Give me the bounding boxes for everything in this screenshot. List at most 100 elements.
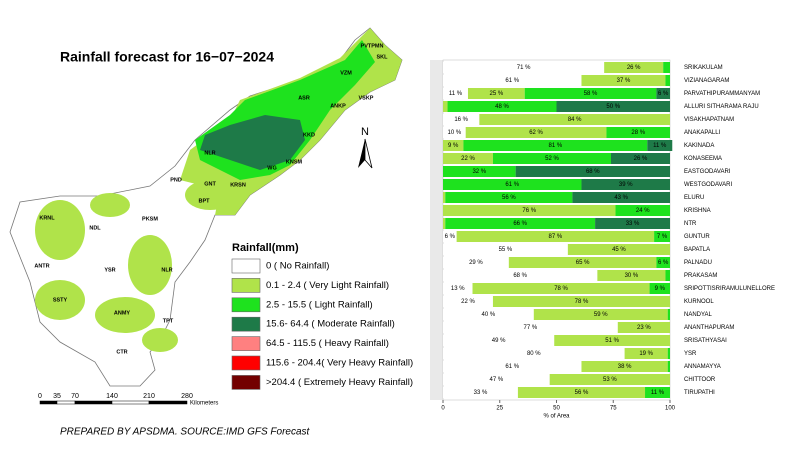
map-label: GNT xyxy=(204,181,216,187)
bar-segment xyxy=(443,309,534,320)
value-label: 71 % xyxy=(517,65,531,71)
value-label: 19 % xyxy=(639,351,653,357)
x-tick-label: 75 xyxy=(610,406,617,412)
category-label: GUNTUR xyxy=(684,234,710,240)
bar-segment xyxy=(445,218,596,229)
value-label: 26 % xyxy=(634,156,648,162)
value-label: 55 % xyxy=(499,247,513,253)
category-label: KAKINADA xyxy=(684,143,714,149)
bar-segment xyxy=(667,309,670,320)
bar-segment xyxy=(595,218,670,229)
value-label: 29 % xyxy=(469,260,483,266)
category-label: ANAKAPALLI xyxy=(684,130,721,136)
value-label: 47 % xyxy=(490,377,504,383)
x-axis-label: % of Area xyxy=(543,414,570,420)
x-tick-label: 25 xyxy=(496,406,503,412)
bar-segment xyxy=(443,205,616,216)
bar-segment xyxy=(443,283,473,294)
scale-label: 0 xyxy=(38,393,42,400)
value-label: 6 % xyxy=(658,260,669,266)
value-label: 11 % xyxy=(449,91,463,97)
value-label: 39 % xyxy=(619,182,633,188)
value-label: 61 % xyxy=(505,78,519,84)
category-label: ANNAMAYYA xyxy=(684,364,721,370)
bar-segment xyxy=(443,179,582,190)
rain-moderate xyxy=(200,115,305,170)
bar-segment xyxy=(443,192,446,203)
x-tick-label: 0 xyxy=(441,406,445,412)
value-label: 51 % xyxy=(605,338,619,344)
map-label: ANKP xyxy=(330,103,346,109)
bar-segment xyxy=(647,140,673,151)
bar-segment xyxy=(443,348,625,359)
scale-label: 280 xyxy=(181,393,193,400)
value-label: 80 % xyxy=(527,351,541,357)
bar-segment xyxy=(554,335,670,346)
legend-swatch xyxy=(231,297,261,313)
legend-label: 15.6- 64.4 ( Moderate Rainfall) xyxy=(266,319,395,330)
legend-swatch xyxy=(231,258,261,274)
north-arrow-half xyxy=(364,138,373,169)
scale-segment xyxy=(111,400,150,405)
category-label: PARVATHIPURAMMANYAM xyxy=(684,91,760,97)
value-label: 9 % xyxy=(448,143,459,149)
category-label: SRIKAKULAM xyxy=(684,65,723,71)
value-label: 49 % xyxy=(492,338,506,344)
map-label: BPT xyxy=(199,198,211,204)
value-label: 30 % xyxy=(625,273,639,279)
map: PVTPMN SKL VZM ASR VSKP ANKP KKD NLR KNS… xyxy=(9,27,403,387)
category-label: WESTGODAVARI xyxy=(684,182,732,188)
legend-label: 115.6 - 204.4( Very Heavy Rainfall) xyxy=(266,358,413,369)
value-label: 78 % xyxy=(575,299,589,305)
bar-segment xyxy=(649,283,670,294)
legend-label: 0 ( No Rainfall) xyxy=(266,261,329,272)
map-label: SKL xyxy=(377,54,389,60)
bar-segment xyxy=(606,127,670,138)
value-label: 26 % xyxy=(627,65,641,71)
value-label: 25 % xyxy=(490,91,504,97)
bar-segment xyxy=(667,361,670,372)
value-label: 78 % xyxy=(554,286,568,292)
legend-label: 64.5 - 115.5 ( Heavy Rainfall) xyxy=(266,338,389,349)
category-label: VISAKHAPATNAM xyxy=(684,117,734,123)
map-label: KRNL xyxy=(39,215,55,221)
value-label: 16 % xyxy=(454,117,468,123)
legend-swatch xyxy=(231,316,261,332)
value-label: 56 % xyxy=(502,195,516,201)
legend-title: Rainfall(mm) xyxy=(232,242,299,254)
bar-segment xyxy=(443,114,480,125)
map-label: VZM xyxy=(340,70,352,76)
value-label: 61 % xyxy=(505,364,519,370)
value-label: 81 % xyxy=(549,143,563,149)
bar-segment xyxy=(492,153,611,164)
legend-label: 2.5 - 15.5 ( Light Rainfall) xyxy=(266,299,373,310)
legend-swatch xyxy=(231,278,261,293)
category-label: ELURU xyxy=(684,195,704,201)
title: Rainfall forecast for 16−07−2024 xyxy=(60,49,274,65)
bar-segment xyxy=(443,153,493,164)
map-label: NDL xyxy=(89,225,101,231)
bar-segment xyxy=(447,101,557,112)
category-label: TIRUPATHI xyxy=(684,390,715,396)
bar-segment xyxy=(492,296,670,307)
map-label: ANTR xyxy=(34,263,49,269)
rain-very-light xyxy=(35,200,85,260)
category-label: ALLURI SITHARAMA RAJU xyxy=(684,104,759,110)
value-label: 38 % xyxy=(618,364,632,370)
value-label: 52 % xyxy=(545,156,559,162)
bar-segment xyxy=(443,127,466,138)
bar-segment xyxy=(443,361,582,372)
bar-segment xyxy=(479,114,670,125)
value-label: 40 % xyxy=(482,312,496,318)
legend-label: >204.4 ( Extremely Heavy Rainfall) xyxy=(266,377,413,388)
category-label: PRAKASAM xyxy=(684,273,717,279)
value-label: 9 % xyxy=(655,286,666,292)
bar-segment xyxy=(617,322,670,333)
bar-segment xyxy=(443,244,568,255)
value-label: 43 % xyxy=(614,195,628,201)
scale-segment xyxy=(56,400,76,405)
scale-label: 140 xyxy=(106,393,118,400)
value-label: 33 % xyxy=(474,390,488,396)
value-label: 33 % xyxy=(626,221,640,227)
